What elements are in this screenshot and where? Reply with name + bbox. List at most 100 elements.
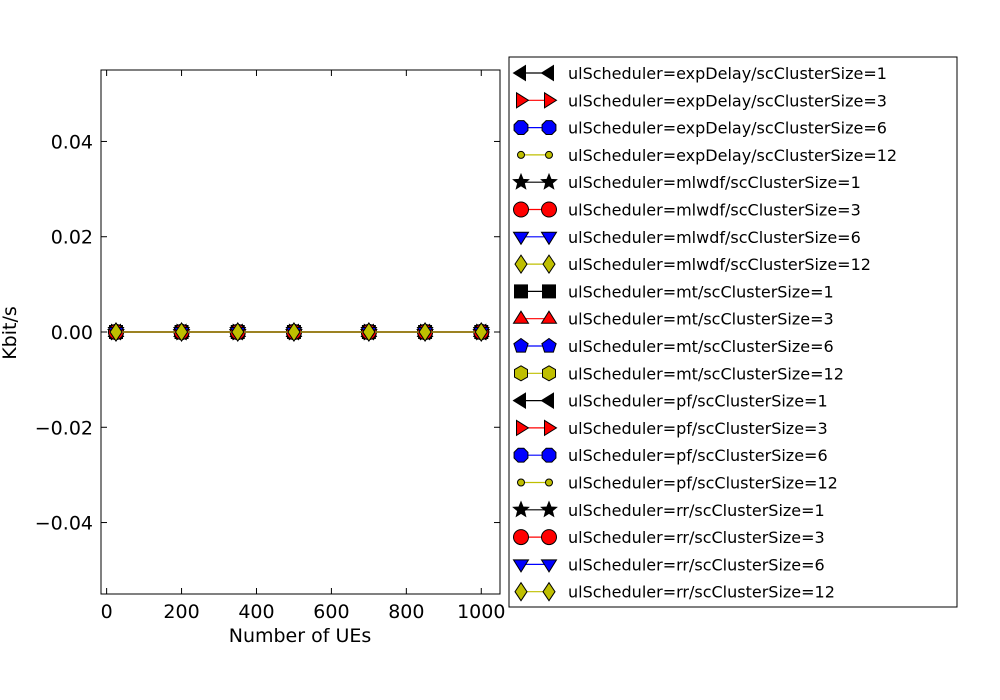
legend-marker — [540, 559, 558, 573]
legend-label: ulScheduler=rr/scClusterSize=1 — [568, 501, 825, 520]
y-axis: 0.04 0.02 0.00 −0.02 −0.04 — [35, 131, 500, 535]
legend-label: ulScheduler=expDelay/scClusterSize=3 — [568, 91, 887, 110]
legend-marker — [541, 447, 557, 463]
legend-marker — [540, 500, 558, 518]
legend-marker — [541, 120, 557, 136]
y-tick-label: 0.04 — [51, 131, 93, 153]
legend-entry: ulScheduler=mt/scClusterSize=1 — [514, 282, 834, 301]
legend-entry: ulScheduler=mlwdf/scClusterSize=3 — [513, 201, 861, 220]
legend-entry: ulScheduler=expDelay/scClusterSize=6 — [513, 119, 887, 138]
plot-area: 0 200 400 600 800 1000 0.04 0.02 0.00 −0.02 −0.04 — [35, 69, 505, 623]
x-axis-title: Number of UEs — [229, 625, 372, 647]
legend-marker — [541, 529, 557, 546]
legend-marker — [540, 310, 558, 324]
legend-marker — [544, 91, 558, 109]
legend-marker — [516, 91, 530, 109]
legend-marker — [540, 231, 558, 246]
legend-label: ulScheduler=mt/scClusterSize=12 — [568, 364, 844, 383]
x-tick-label: 1000 — [457, 601, 505, 623]
y-axis-title: Kbit/s — [0, 306, 21, 360]
legend-entry: ulScheduler=mlwdf/scClusterSize=12 — [514, 254, 871, 275]
legend-marker — [513, 447, 529, 463]
legend-entry: ulScheduler=mt/scClusterSize=12 — [514, 364, 844, 383]
legend-label: ulScheduler=mlwdf/scClusterSize=3 — [568, 201, 861, 220]
legend-marker — [512, 172, 530, 190]
legend-marker — [542, 365, 556, 382]
legend-entry: ulScheduler=pf/scClusterSize=1 — [512, 392, 828, 411]
legend-marker — [514, 365, 528, 382]
legend-entry: ulScheduler=rr/scClusterSize=6 — [512, 555, 825, 574]
series — [109, 322, 488, 342]
legend-entry: ulScheduler=rr/scClusterSize=1 — [512, 500, 825, 520]
legend-label: ulScheduler=pf/scClusterSize=6 — [568, 446, 828, 465]
x-axis: 0 200 400 600 800 1000 — [101, 70, 505, 623]
legend-marker — [513, 201, 529, 218]
legend-entry: ulScheduler=mt/scClusterSize=3 — [512, 310, 834, 329]
legend-label: ulScheduler=mlwdf/scClusterSize=6 — [568, 228, 861, 247]
legend-label: ulScheduler=expDelay/scClusterSize=6 — [568, 119, 887, 138]
legend-marker — [512, 392, 526, 410]
legend-marker — [540, 172, 558, 190]
legend-entry: ulScheduler=mlwdf/scClusterSize=6 — [512, 228, 861, 247]
legend-label: ulScheduler=mt/scClusterSize=1 — [568, 282, 834, 301]
legend-entry: ulScheduler=mlwdf/scClusterSize=1 — [512, 172, 861, 192]
legend-marker — [541, 337, 557, 353]
legend-marker — [542, 254, 556, 275]
legend-marker — [540, 392, 554, 410]
x-tick-label: 600 — [313, 601, 349, 623]
legend-marker — [545, 478, 553, 487]
y-tick-label: −0.04 — [35, 513, 93, 535]
legend-marker — [514, 581, 528, 602]
legend-entry: ulScheduler=rr/scClusterSize=12 — [514, 581, 835, 602]
legend-marker — [542, 284, 556, 299]
data-point — [362, 322, 376, 342]
x-tick-label: 200 — [163, 601, 199, 623]
legend-label: ulScheduler=mlwdf/scClusterSize=1 — [568, 173, 861, 192]
legend-entry: ulScheduler=expDelay/scClusterSize=12 — [517, 146, 897, 165]
legend-label: ulScheduler=mlwdf/scClusterSize=12 — [568, 255, 871, 274]
legend-marker — [540, 64, 554, 82]
legend-marker — [513, 337, 529, 353]
legend-marker — [516, 419, 530, 437]
legend-marker — [517, 478, 525, 487]
legend-marker — [542, 581, 556, 602]
x-tick-label: 0 — [101, 601, 113, 623]
legend: ulScheduler=expDelay/scClusterSize=1 ulSc… — [508, 56, 958, 608]
data-point — [174, 322, 189, 342]
legend-entry: ulScheduler=expDelay/scClusterSize=3 — [516, 91, 887, 110]
legend-marker — [512, 500, 530, 518]
legend-label: ulScheduler=expDelay/scClusterSize=12 — [568, 146, 897, 165]
x-tick-label: 800 — [388, 601, 424, 623]
x-tick-label: 400 — [238, 601, 274, 623]
legend-label: ulScheduler=mt/scClusterSize=6 — [568, 337, 834, 356]
legend-label: ulScheduler=rr/scClusterSize=12 — [568, 583, 835, 602]
series-layer — [107, 322, 491, 342]
legend-label: ulScheduler=expDelay/scClusterSize=1 — [568, 64, 887, 83]
legend-label: ulScheduler=pf/scClusterSize=1 — [568, 392, 828, 411]
legend-marker — [514, 284, 528, 299]
legend-marker — [545, 150, 553, 159]
legend-marker — [512, 231, 530, 246]
legend-marker — [544, 419, 558, 437]
y-tick-label: 0.02 — [51, 227, 93, 249]
legend-entry: ulScheduler=pf/scClusterSize=3 — [516, 419, 828, 438]
legend-marker — [541, 201, 557, 218]
y-tick-label: −0.02 — [35, 417, 93, 439]
legend-marker — [512, 64, 526, 82]
legend-marker — [513, 120, 529, 136]
legend-entry: ulScheduler=pf/scClusterSize=6 — [513, 446, 828, 465]
legend-label: ulScheduler=rr/scClusterSize=6 — [568, 555, 825, 574]
data-point — [231, 322, 245, 342]
legend-label: ulScheduler=pf/scClusterSize=3 — [568, 419, 828, 438]
legend-entry: ulScheduler=pf/scClusterSize=12 — [517, 474, 838, 493]
y-tick-label: 0.00 — [51, 322, 93, 344]
data-point — [474, 322, 488, 342]
legend-marker — [513, 529, 529, 546]
legend-entry: ulScheduler=rr/scClusterSize=3 — [513, 528, 825, 547]
legend-label: ulScheduler=mt/scClusterSize=3 — [568, 310, 834, 329]
data-point — [418, 322, 432, 342]
legend-marker — [517, 150, 525, 159]
legend-entry: ulScheduler=mt/scClusterSize=6 — [513, 337, 834, 356]
legend-label: ulScheduler=rr/scClusterSize=3 — [568, 528, 825, 547]
